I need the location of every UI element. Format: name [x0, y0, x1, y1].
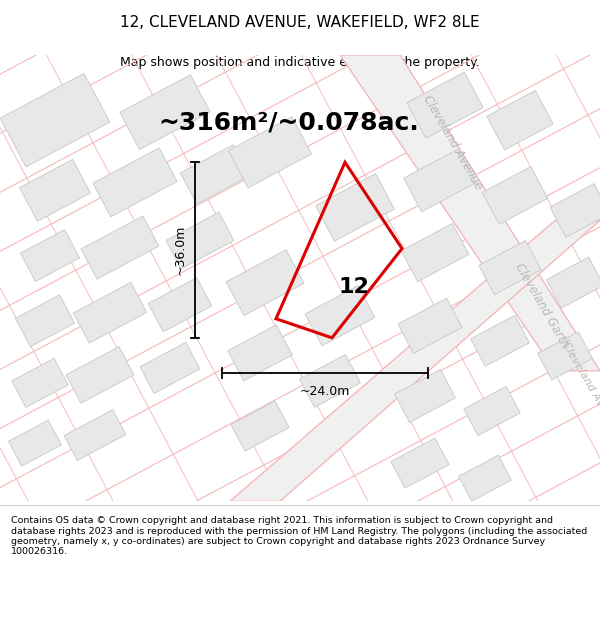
Polygon shape — [228, 325, 292, 381]
Polygon shape — [470, 315, 529, 366]
Polygon shape — [148, 278, 212, 332]
Text: Map shows position and indicative extent of the property.: Map shows position and indicative extent… — [120, 56, 480, 69]
Polygon shape — [81, 216, 159, 279]
Polygon shape — [231, 401, 289, 451]
Text: ~24.0m: ~24.0m — [300, 385, 350, 398]
Polygon shape — [538, 332, 592, 380]
Polygon shape — [66, 347, 134, 403]
Polygon shape — [305, 286, 375, 346]
Text: Cleveland Avenue: Cleveland Avenue — [420, 92, 485, 192]
Polygon shape — [230, 221, 600, 501]
Polygon shape — [180, 145, 250, 204]
Polygon shape — [0, 74, 110, 167]
Polygon shape — [458, 455, 511, 501]
Polygon shape — [120, 75, 210, 149]
Text: Cleveland Garth: Cleveland Garth — [512, 261, 571, 351]
Polygon shape — [12, 358, 68, 408]
Text: ~316m²/~0.078ac.: ~316m²/~0.078ac. — [158, 110, 419, 134]
Polygon shape — [73, 282, 146, 343]
Polygon shape — [299, 354, 361, 408]
Polygon shape — [487, 91, 553, 150]
Polygon shape — [8, 420, 61, 466]
Polygon shape — [464, 386, 520, 436]
Polygon shape — [546, 257, 600, 308]
Polygon shape — [407, 72, 483, 138]
Polygon shape — [229, 117, 311, 188]
Text: ~36.0m: ~36.0m — [174, 225, 187, 275]
Polygon shape — [391, 438, 449, 488]
Polygon shape — [482, 166, 548, 224]
Polygon shape — [16, 295, 74, 347]
Polygon shape — [404, 149, 476, 212]
Polygon shape — [398, 298, 462, 353]
Polygon shape — [401, 223, 469, 282]
Text: 12, CLEVELAND AVENUE, WAKEFIELD, WF2 8LE: 12, CLEVELAND AVENUE, WAKEFIELD, WF2 8LE — [120, 15, 480, 30]
Polygon shape — [226, 250, 304, 316]
Polygon shape — [316, 174, 394, 241]
Text: Cleveland Avenue: Cleveland Avenue — [560, 340, 600, 432]
Polygon shape — [20, 159, 91, 221]
Polygon shape — [140, 342, 200, 393]
Polygon shape — [93, 148, 177, 217]
Polygon shape — [395, 369, 455, 423]
Polygon shape — [479, 241, 541, 294]
Polygon shape — [64, 410, 126, 461]
Polygon shape — [550, 184, 600, 238]
Text: 12: 12 — [338, 277, 369, 297]
Polygon shape — [166, 213, 234, 269]
Text: Contains OS data © Crown copyright and database right 2021. This information is : Contains OS data © Crown copyright and d… — [11, 516, 587, 556]
Polygon shape — [340, 55, 600, 371]
Polygon shape — [20, 229, 80, 281]
